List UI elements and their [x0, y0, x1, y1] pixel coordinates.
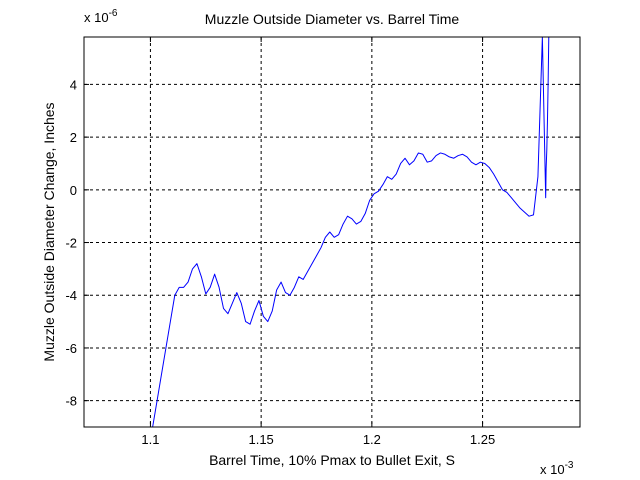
x-tick-label: 1.15	[248, 432, 273, 447]
plot-area-border	[83, 36, 581, 428]
x-tick-label: 1.2	[363, 432, 381, 447]
y-axis-label: Muzzle Outside Diameter Change, Inches	[41, 102, 57, 361]
y-tick-label: 0	[70, 183, 77, 198]
y-exponent-base: x 10	[84, 10, 109, 25]
x-exponent-base: x 10	[540, 462, 565, 477]
axis-ticks: 1.1 1.15 1.2 1.25 -8 -6 -4 -2 0 2 4	[65, 37, 580, 447]
y-tick-label: -4	[65, 288, 77, 303]
chart-title: Muzzle Outside Diameter vs. Barrel Time	[205, 11, 460, 27]
y-tick-label: 4	[70, 77, 77, 92]
series-line	[152, 37, 550, 427]
x-exponent-power: -3	[565, 460, 574, 471]
data-series	[152, 37, 550, 427]
y-tick-label: -6	[65, 341, 77, 356]
x-tick-label: 1.1	[141, 432, 159, 447]
y-tick-label: -2	[65, 236, 77, 251]
y-tick-label: -8	[65, 394, 77, 409]
y-tick-label: 2	[70, 130, 77, 145]
grid-lines	[84, 37, 580, 427]
y-exponent-power: -6	[109, 8, 118, 19]
y-exponent-label: x 10-6	[84, 8, 118, 25]
x-tick-label: 1.25	[470, 432, 495, 447]
x-exponent-label: x 10-3	[540, 460, 574, 477]
x-axis-label: Barrel Time, 10% Pmax to Bullet Exit, S	[209, 452, 455, 468]
